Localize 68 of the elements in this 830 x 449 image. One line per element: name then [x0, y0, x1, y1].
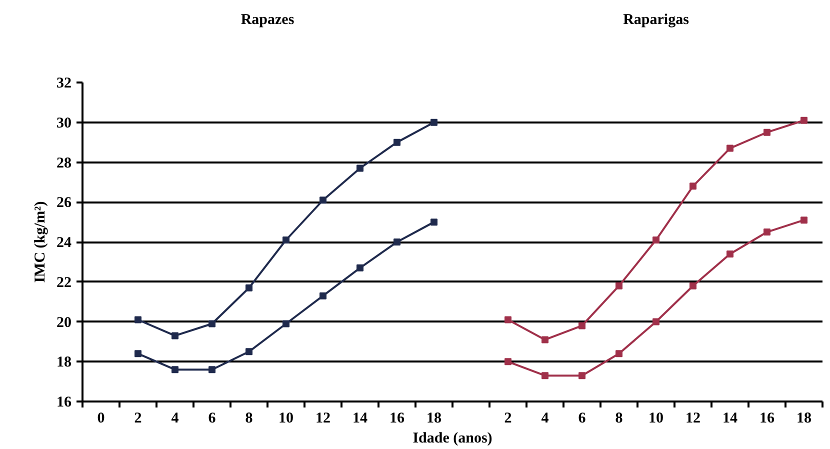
- y-tick-label: 32: [56, 76, 72, 92]
- x-tick-label: 18: [426, 410, 442, 426]
- y-axis-title: IMC (kg/m²): [32, 201, 48, 283]
- point: [246, 284, 252, 292]
- x-tick-label: 14: [722, 410, 738, 426]
- point: [578, 322, 586, 330]
- point: [208, 320, 216, 328]
- x-tick-label: 6: [208, 410, 216, 426]
- point: [800, 216, 808, 224]
- x-tick-label: 16: [390, 410, 405, 426]
- point: [616, 282, 622, 290]
- x-tick-label: 6: [578, 410, 586, 426]
- point: [320, 292, 326, 300]
- point: [504, 358, 512, 366]
- point: [800, 116, 808, 124]
- y-tick-label: 18: [56, 354, 72, 371]
- x-tick-label: 10: [648, 410, 664, 426]
- point: [208, 366, 216, 374]
- x-tick-label: 12: [686, 410, 700, 426]
- y-tick-label: 20: [56, 314, 72, 331]
- point: [356, 264, 364, 272]
- point: [246, 348, 252, 356]
- x-tick-label: 16: [760, 410, 775, 426]
- x-tick-label: 10: [278, 410, 294, 426]
- x-tick-label: 8: [245, 410, 253, 426]
- point: [394, 238, 400, 246]
- point: [616, 350, 622, 358]
- point: [172, 366, 178, 374]
- point: [504, 316, 512, 324]
- point: [690, 282, 696, 290]
- x-tick-label: 4: [171, 410, 180, 426]
- x-tick-label: 0: [97, 410, 105, 426]
- point: [134, 350, 142, 358]
- point: [430, 218, 438, 226]
- text: Rapazes: [240, 12, 294, 28]
- point: [134, 316, 142, 324]
- point: [282, 320, 290, 328]
- point: [652, 236, 660, 244]
- point: [578, 372, 586, 380]
- point: [282, 236, 290, 244]
- x-tick-label: 8: [615, 410, 623, 426]
- point: [726, 144, 734, 152]
- y-tick-label: 30: [56, 115, 72, 132]
- y-tick-label: 16: [56, 394, 72, 410]
- y-tick-label: 28: [56, 155, 72, 172]
- y-tick-label: 26: [56, 195, 72, 212]
- x-tick-label: 12: [316, 410, 330, 426]
- x-tick-label: 4: [541, 410, 550, 426]
- point: [542, 372, 548, 380]
- point: [430, 118, 438, 126]
- text: Raparigas: [623, 12, 690, 28]
- point: [690, 182, 696, 190]
- point: [652, 318, 660, 326]
- point: [764, 128, 770, 136]
- y-tick-label: 22: [56, 274, 72, 291]
- point: [356, 164, 364, 172]
- point: [764, 228, 770, 236]
- point: [320, 196, 326, 204]
- x-tick-label: 2: [134, 410, 142, 426]
- point: [726, 250, 734, 258]
- point: [542, 336, 548, 344]
- y-tick-label: 24: [56, 235, 72, 251]
- x-tick-label: 2: [504, 410, 512, 426]
- x-tick-label: 14: [352, 410, 368, 426]
- x-axis-title: Idade (anos): [412, 430, 492, 446]
- x-tick-label: 18: [796, 410, 812, 426]
- point: [172, 332, 178, 340]
- point: [394, 138, 400, 146]
